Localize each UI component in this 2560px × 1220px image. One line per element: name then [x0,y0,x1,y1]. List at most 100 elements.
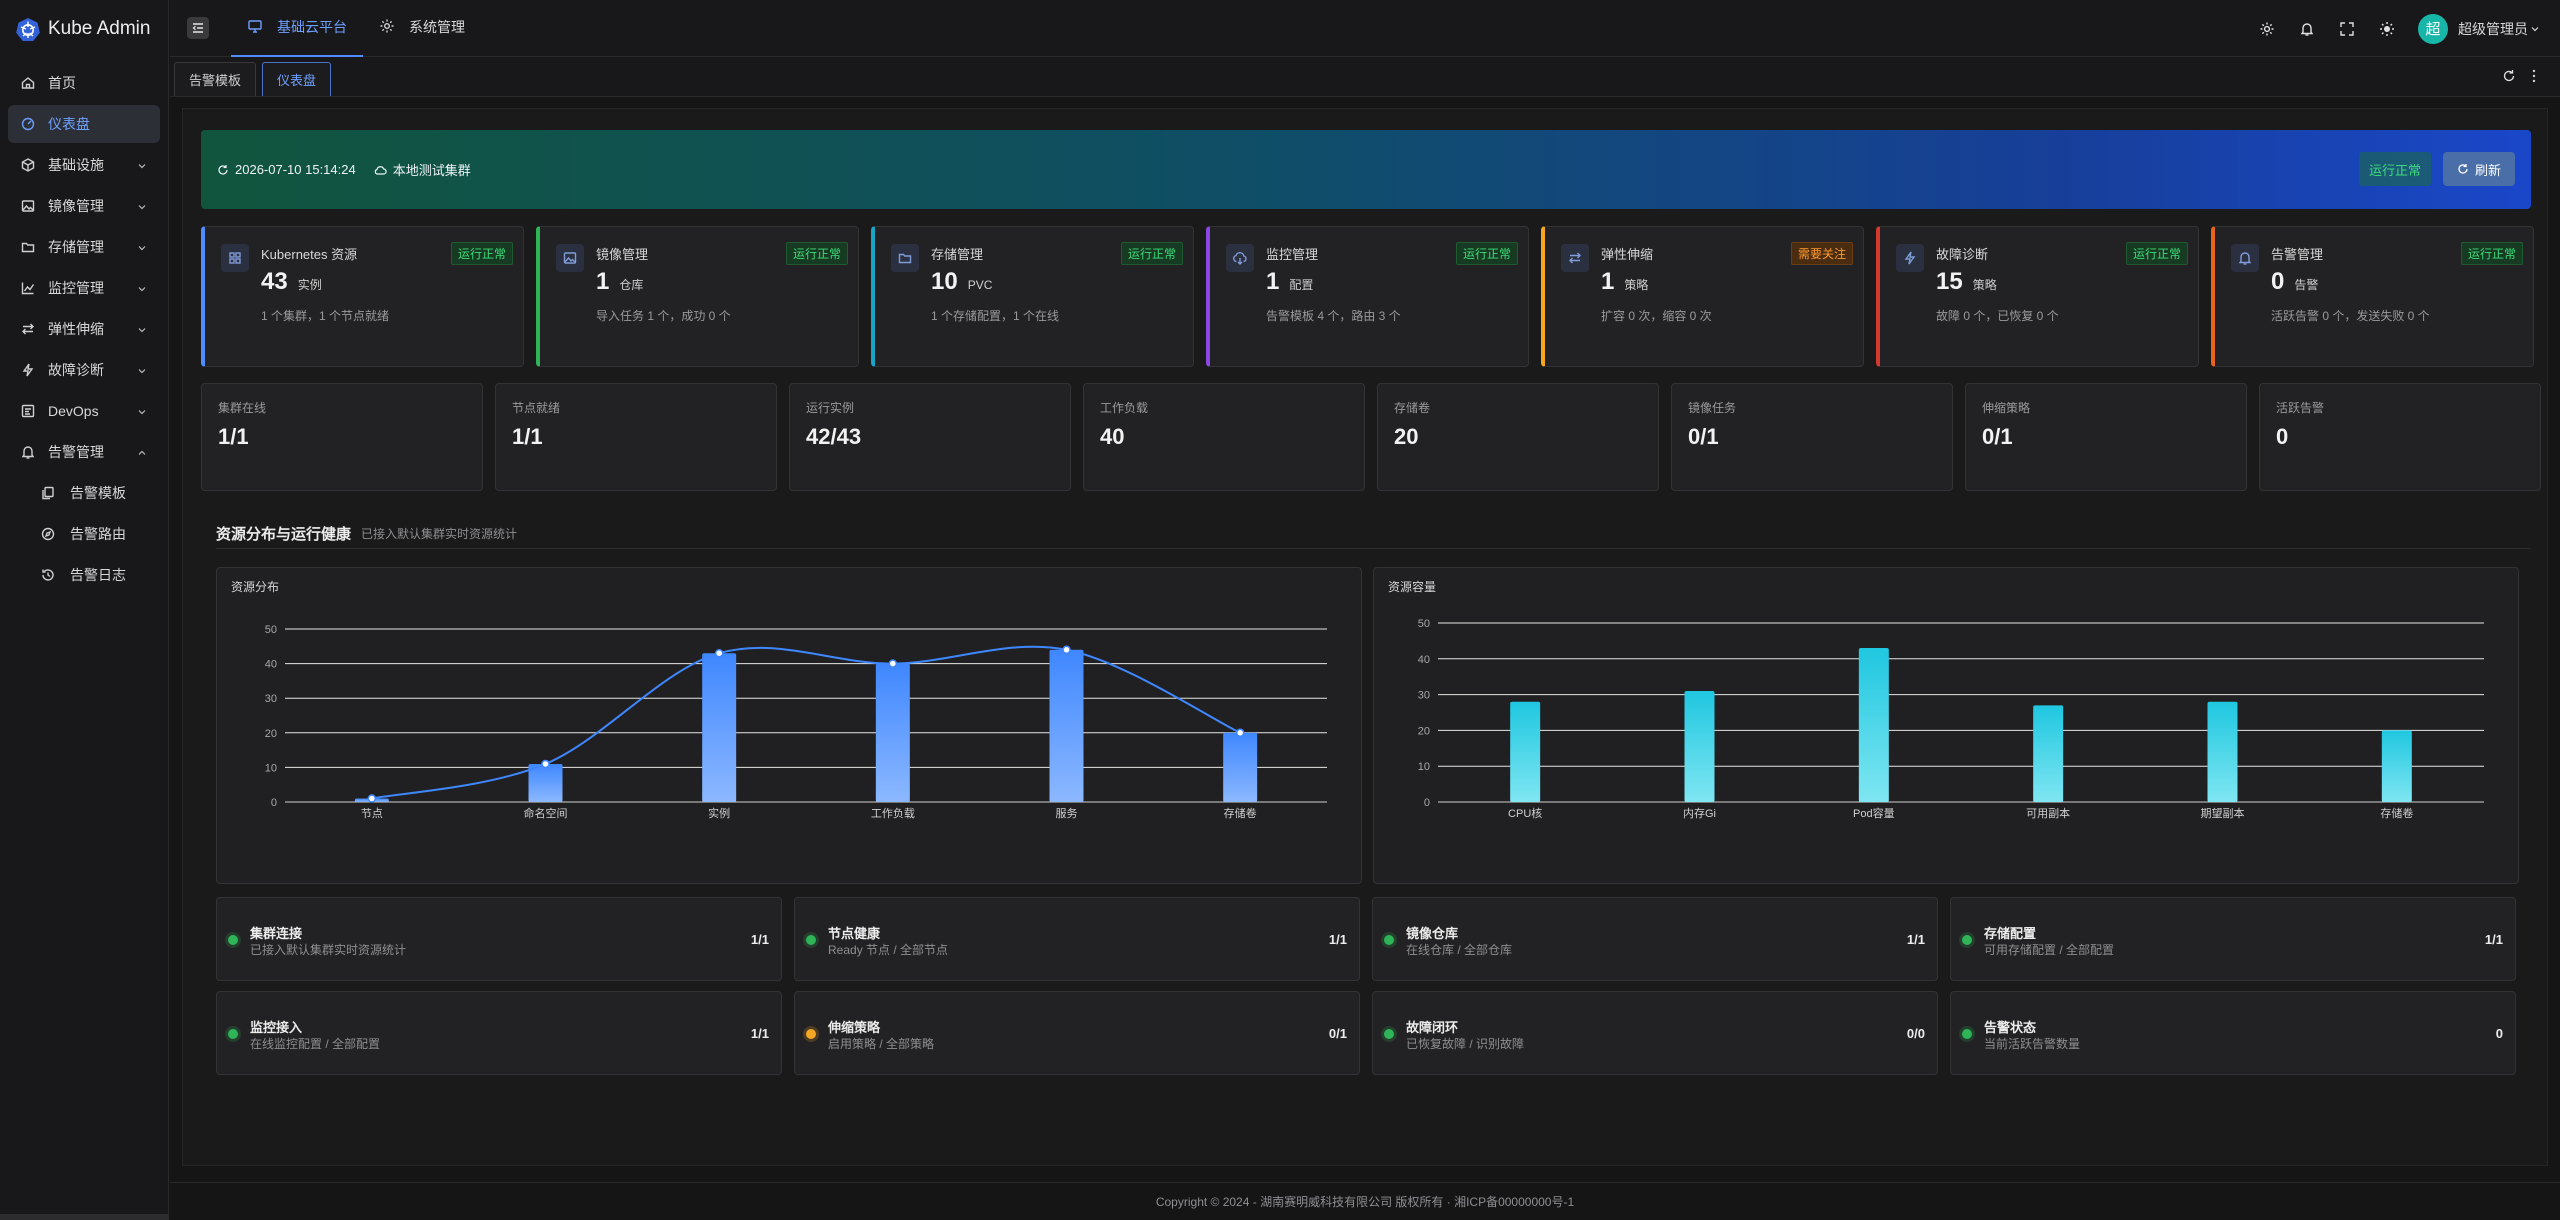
reload-tab-icon[interactable] [2502,69,2516,86]
chevron-down-icon [136,364,148,376]
sidebar-item-label: 告警管理 [48,444,104,460]
footer: Copyright © 2024 - 湖南赛明威科技有限公司 版权所有 · 湘I… [170,1182,2560,1220]
sidebar-item-9[interactable]: 告警管理 [8,433,160,471]
refresh-button[interactable]: 刷新 [2442,152,2515,186]
bar[interactable] [2033,705,2064,802]
line-point[interactable] [1062,645,1071,655]
top-nav-item-1[interactable]: 系统管理 [363,0,481,57]
health-value: 1/1 [1906,932,1925,947]
theme-sun-icon[interactable] [2378,20,2396,38]
module-card[interactable]: Kubernetes 资源 运行正常 43 实例 1 个集群，1 个节点就绪 [201,226,524,367]
sidebar-item-3[interactable]: 镜像管理 [8,187,160,225]
module-title: 存储管理 [931,247,984,262]
tab-actions [2502,69,2536,86]
module-card[interactable]: 告警管理 运行正常 0 告警 活跃告警 0 个，发送失败 0 个 [2211,226,2534,367]
bar[interactable] [875,663,910,802]
stat-value: 0 [2276,424,2289,449]
bolt-icon [1896,244,1924,272]
line-point[interactable] [888,659,898,668]
stat-card: 伸缩策略 0/1 [1965,383,2247,491]
health-name: 故障闭环 [1406,1020,1459,1035]
chevron-down-icon [136,241,148,253]
module-count: 1 [1601,268,1615,295]
user-menu[interactable]: 超级管理员 [2458,19,2540,39]
bar[interactable] [1510,701,1541,802]
status-dot [1384,935,1394,945]
module-description: 故障 0 个，已恢复 0 个 [1936,309,2059,323]
line-point[interactable] [714,648,724,658]
sidebar-item-8[interactable]: DevOps [8,392,160,430]
top-nav-label: 基础云平台 [277,19,347,35]
bar[interactable] [702,653,737,802]
top-right-toolbar: 超 超级管理员 [2258,0,2540,57]
y-tick-label: 20 [1418,725,1430,737]
last-updated: 2026-07-10 15:14:24 [217,162,356,177]
logo[interactable]: Kube Admin [0,0,168,57]
bar[interactable] [1684,691,1715,802]
sidebar-subitem-1[interactable]: 告警路由 [8,515,160,553]
avatar[interactable]: 超 [2418,13,2448,44]
collapse-menu-button[interactable] [187,17,209,39]
tabs-bar: 告警模板 仪表盘 [170,57,2560,97]
module-unit: 仓库 [619,278,644,292]
module-description: 告警模板 4 个，路由 3 个 [1266,309,1401,323]
status-dot [1962,1029,1972,1039]
module-card[interactable]: 存储管理 运行正常 10 PVC 1 个存储配置，1 个在线 [871,226,1194,367]
resource-distribution-svg: 0 10 20 30 40 50 节点 命名空间 实例 工作负载 服务 存储卷 [265,624,1327,820]
sidebar-item-0[interactable]: 首页 [8,64,160,102]
line-point[interactable] [367,794,377,803]
module-title: Kubernetes 资源 [261,247,358,262]
tab-0[interactable]: 告警模板 [174,62,257,96]
sidebar-item-1[interactable]: 仪表盘 [8,105,160,143]
module-unit: 告警 [2294,278,2319,292]
topbar: 基础云平台 系统管理 超 超级管理员 [170,0,2560,57]
module-card[interactable]: 监控管理 运行正常 1 配置 告警模板 4 个，路由 3 个 [1206,226,1529,367]
x-tick-label: Pod容量 [1853,806,1895,820]
line-point[interactable] [1235,728,1245,738]
line-point[interactable] [541,759,550,769]
sidebar-item-4[interactable]: 存储管理 [8,228,160,266]
module-description: 活跃告警 0 个，发送失败 0 个 [2271,309,2430,323]
sidebar-item-6[interactable]: 弹性伸缩 [8,310,160,348]
more-vertical-icon[interactable] [2532,69,2536,86]
module-card[interactable]: 故障诊断 运行正常 15 策略 故障 0 个，已恢复 0 个 [1876,226,2199,367]
image-icon [556,244,584,272]
refresh-label: 刷新 [2474,162,2501,178]
bar[interactable] [2381,730,2412,802]
notification-bell-icon[interactable] [2298,20,2316,38]
sidebar-subitem-0[interactable]: 告警模板 [8,474,160,512]
sidebar: Kube Admin 首页 仪表盘 基础设施 镜像管理 存储管理 监控管理 弹性伸缩 故障诊断… [0,0,169,1220]
y-tick-label: 30 [1418,690,1430,702]
sidebar-item-7[interactable]: 故障诊断 [8,351,160,389]
bell-icon [2231,244,2259,272]
bar[interactable] [1223,732,1258,802]
bar[interactable] [2207,701,2238,802]
swap-icon [20,321,36,337]
sidebar-subitem-2[interactable]: 告警日志 [8,556,160,594]
sidebar-scrollbar[interactable] [0,1214,169,1220]
sidebar-item-2[interactable]: 基础设施 [8,146,160,184]
module-card[interactable]: 镜像管理 运行正常 1 仓库 导入任务 1 个，成功 0 个 [536,226,859,367]
bar[interactable] [1049,649,1084,802]
sidebar-item-5[interactable]: 监控管理 [8,269,160,307]
user-name: 超级管理员 [2458,20,2528,37]
module-card[interactable]: 弹性伸缩 需要关注 1 策略 扩容 0 次，缩容 0 次 [1541,226,1864,367]
cloud-icon [374,165,387,175]
section-subtitle: 已接入默认集群实时资源统计 [361,527,518,541]
bar[interactable] [1858,648,1889,802]
bar[interactable] [528,763,563,802]
tab-1[interactable]: 仪表盘 [262,62,332,96]
top-nav-item-0[interactable]: 基础云平台 [231,0,363,57]
module-value: 0 告警 [2271,268,2318,296]
status-badge: 运行正常 [1455,242,1518,265]
settings-icon[interactable] [2258,20,2276,38]
status-badge: 运行正常 [2125,242,2188,265]
compass-icon [40,526,56,542]
fullscreen-icon[interactable] [2338,20,2356,38]
copy-icon [40,485,56,501]
health-value: 1/1 [750,1026,769,1041]
health-description: Ready 节点 / 全部节点 [828,943,949,957]
x-tick-label: 服务 [1056,807,1078,820]
resource-capacity-svg: 0 10 20 30 40 50 CPU核 内存Gi Pod容量 可用副本 期望副本 存储卷 [1418,618,2484,820]
y-tick-label: 0 [271,797,277,809]
